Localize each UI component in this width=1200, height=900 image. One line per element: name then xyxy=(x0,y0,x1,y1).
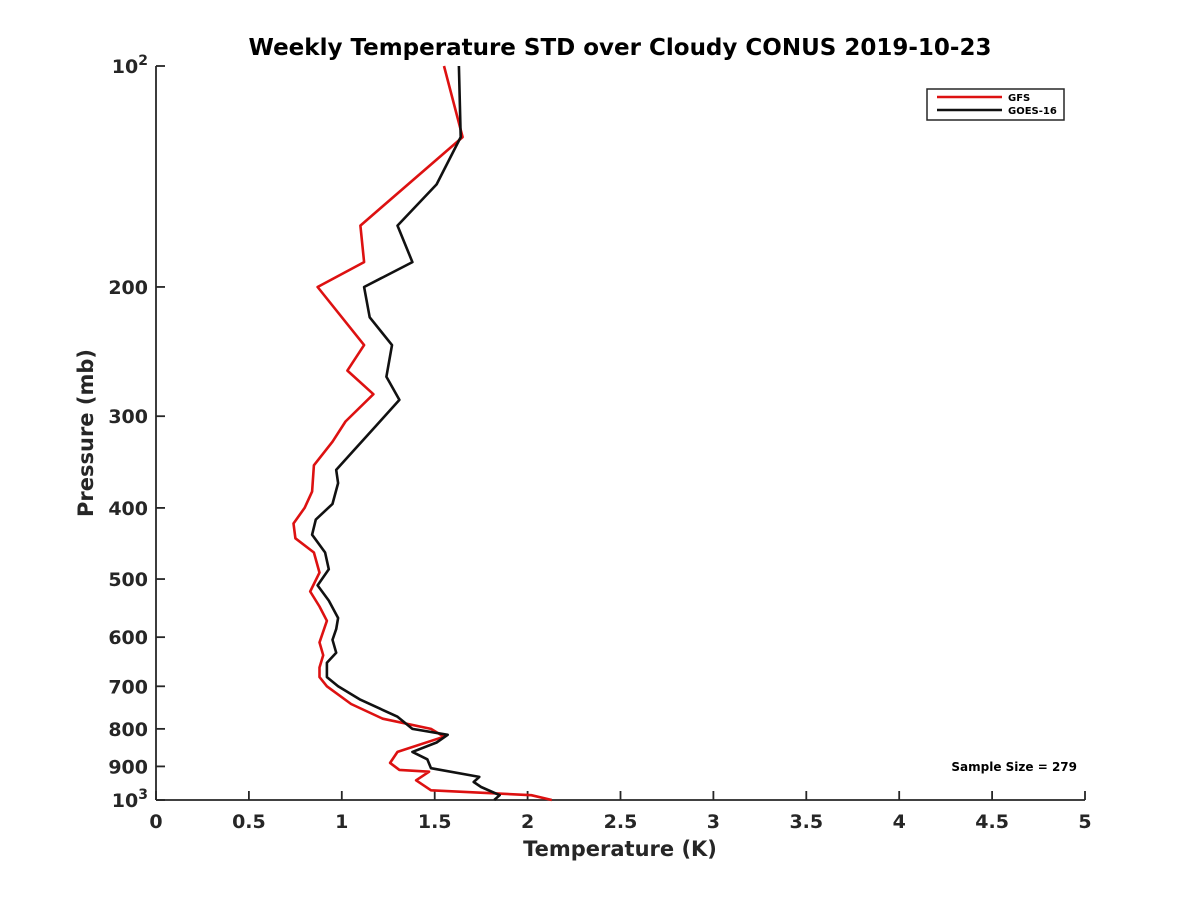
y-tick-label: 600 xyxy=(108,627,148,649)
y-tick-label: 103 xyxy=(112,787,148,812)
x-axis-label: Temperature (K) xyxy=(523,837,717,861)
x-tick-label: 0.5 xyxy=(232,811,266,833)
x-tick-label: 2.5 xyxy=(604,811,638,833)
x-tick-label: 0 xyxy=(149,811,162,833)
y-tick-label: 300 xyxy=(108,406,148,428)
x-tick-label: 1.5 xyxy=(418,811,452,833)
x-tick-label: 5 xyxy=(1078,811,1091,833)
y-tick-label: 900 xyxy=(108,756,148,778)
legend-box xyxy=(926,88,1065,121)
x-tick-label: 4.5 xyxy=(975,811,1009,833)
y-axis-label: Pressure (mb) xyxy=(74,349,98,517)
legend-entry-label: GOES-16 xyxy=(1008,106,1057,117)
y-tick-label: 800 xyxy=(108,719,148,741)
series-line-goes-16 xyxy=(310,65,502,801)
x-tick-label: 4 xyxy=(893,811,906,833)
axes: 0 0.5 1 1.5 2 2.5 3 3.5 4 4.5 5 102 200 300 400 500 600 7… xyxy=(108,53,1091,833)
x-tick-label: 3 xyxy=(707,811,720,833)
x-tick-label: 3.5 xyxy=(789,811,823,833)
y-tick-label: 102 xyxy=(112,53,148,78)
x-tick-label: 1 xyxy=(335,811,348,833)
series-line-gfs xyxy=(292,65,553,802)
y-tick-label: 400 xyxy=(108,498,148,520)
legend: GFS GOES-16 xyxy=(926,88,1065,121)
y-tick-label: 700 xyxy=(108,676,148,698)
y-tick-label: 200 xyxy=(108,277,148,299)
series-layer xyxy=(292,65,553,802)
y-tick-label: 500 xyxy=(108,569,148,591)
chart-title: Weekly Temperature STD over Cloudy CONUS… xyxy=(249,35,992,61)
sample-size-annotation: Sample Size = 279 xyxy=(951,760,1077,774)
x-tick-label: 2 xyxy=(521,811,534,833)
legend-entry-label: GFS xyxy=(1008,93,1030,104)
